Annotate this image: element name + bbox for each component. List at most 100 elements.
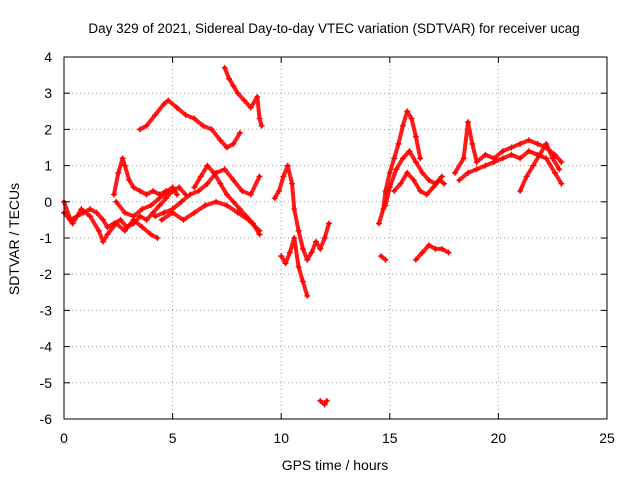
data-point xyxy=(445,249,452,256)
data-point xyxy=(217,180,224,187)
data-point xyxy=(321,401,328,408)
x-tick-label: 15 xyxy=(382,430,398,446)
data-point xyxy=(406,148,413,155)
data-point xyxy=(234,209,241,216)
data-point xyxy=(386,169,393,176)
data-point xyxy=(397,180,404,187)
data-point xyxy=(284,162,291,169)
data-point xyxy=(438,173,445,180)
series-trace xyxy=(413,243,451,262)
data-point xyxy=(176,184,183,191)
data-point xyxy=(271,195,278,202)
data-point xyxy=(191,184,198,191)
y-tick-label: 1 xyxy=(44,158,52,174)
data-point xyxy=(412,133,419,140)
data-point xyxy=(525,148,532,155)
data-point xyxy=(412,158,419,165)
data-point xyxy=(226,75,233,82)
data-point xyxy=(323,397,330,404)
data-point xyxy=(137,126,144,133)
data-point xyxy=(312,238,319,245)
data-point xyxy=(217,137,224,144)
data-point xyxy=(130,213,137,220)
data-point xyxy=(230,140,237,147)
data-point xyxy=(200,122,207,129)
data-point xyxy=(208,126,215,133)
data-point xyxy=(195,187,202,194)
series-pass-l xyxy=(317,397,330,408)
data-point xyxy=(291,235,298,241)
data-point xyxy=(549,155,556,162)
data-point xyxy=(143,216,150,223)
data-point xyxy=(160,101,167,108)
data-point xyxy=(412,256,419,263)
series-trace xyxy=(192,163,262,237)
series-pass-c xyxy=(110,155,170,198)
data-point xyxy=(299,278,306,285)
series-pass-h xyxy=(158,198,263,234)
data-point xyxy=(408,115,415,122)
data-point xyxy=(221,64,228,71)
series-pass-p xyxy=(391,169,448,198)
data-point xyxy=(417,155,424,162)
data-point xyxy=(93,209,100,216)
data-point xyxy=(117,216,124,223)
data-point xyxy=(508,151,515,158)
data-point xyxy=(87,206,94,213)
series-pass-n xyxy=(378,253,389,263)
series-pass-d xyxy=(113,184,180,220)
data-point xyxy=(382,202,389,209)
data-point xyxy=(213,198,220,205)
data-point xyxy=(154,235,161,241)
y-tick-label: -3 xyxy=(40,302,53,318)
data-point xyxy=(156,202,163,209)
data-point xyxy=(115,169,122,176)
data-point xyxy=(152,213,159,220)
data-point xyxy=(163,195,170,202)
y-tick-label: -6 xyxy=(40,411,53,427)
data-point xyxy=(130,184,137,191)
data-point xyxy=(223,202,230,209)
data-point xyxy=(78,206,85,213)
series-pass-e xyxy=(137,97,243,151)
data-point xyxy=(291,206,298,213)
data-point xyxy=(404,169,411,176)
data-point xyxy=(551,169,558,176)
data-point xyxy=(432,245,439,252)
data-point xyxy=(375,220,382,227)
data-point xyxy=(137,213,144,220)
data-point xyxy=(558,158,565,165)
data-point xyxy=(378,253,385,260)
data-point xyxy=(249,220,256,227)
data-point xyxy=(113,220,120,227)
data-point xyxy=(113,198,120,205)
data-point xyxy=(104,224,111,231)
data-point xyxy=(464,169,471,176)
data-point xyxy=(464,119,471,126)
x-tick-label: 20 xyxy=(491,430,507,446)
data-point xyxy=(286,249,293,256)
data-points xyxy=(61,64,565,408)
data-point xyxy=(191,115,198,122)
data-point xyxy=(236,130,243,137)
data-point xyxy=(169,184,176,191)
data-point xyxy=(491,158,498,165)
data-point xyxy=(280,173,287,180)
data-point xyxy=(121,227,128,234)
data-point xyxy=(391,187,398,194)
x-tick-label: 0 xyxy=(60,430,68,446)
data-point xyxy=(530,162,537,169)
series-pass-q xyxy=(412,242,452,263)
data-point xyxy=(517,140,524,147)
data-point xyxy=(241,97,248,104)
data-point xyxy=(517,187,524,194)
data-point xyxy=(499,148,506,155)
data-point xyxy=(419,169,426,176)
data-point xyxy=(230,177,237,184)
data-point xyxy=(282,260,289,267)
data-point xyxy=(100,216,107,223)
data-point xyxy=(423,191,430,198)
data-point xyxy=(321,235,328,241)
data-point xyxy=(473,166,480,173)
